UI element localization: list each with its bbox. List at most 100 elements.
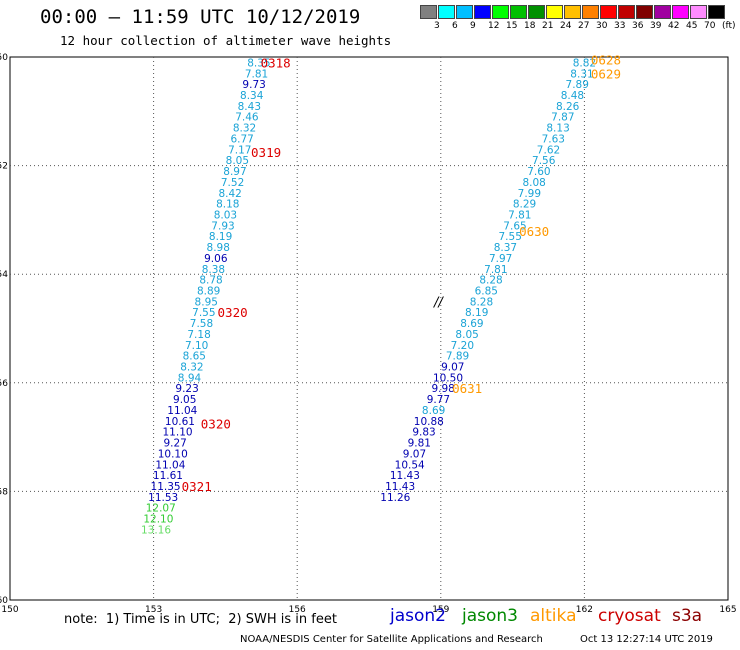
pass-time-label: 0630 bbox=[519, 224, 549, 239]
scale-label: 45 bbox=[686, 21, 698, 31]
wave-height-value: 7.93 bbox=[211, 220, 234, 232]
wave-height-value: 8.05 bbox=[226, 155, 249, 167]
y-tick-label: -54 bbox=[0, 270, 8, 280]
wave-height-value: 8.89 bbox=[197, 285, 220, 297]
wave-height-value: 10.88 bbox=[414, 416, 444, 428]
legend-s3a: s3a bbox=[672, 606, 703, 626]
wave-height-value: 7.81 bbox=[245, 68, 268, 80]
scale-swatch bbox=[582, 5, 599, 19]
wave-height-value: 8.13 bbox=[546, 123, 569, 135]
wave-height-value: 7.81 bbox=[484, 264, 507, 276]
wave-height-value: 8.28 bbox=[470, 296, 493, 308]
wave-height-value: 9.05 bbox=[173, 394, 196, 406]
scale-label: 36 bbox=[632, 21, 644, 31]
wave-height-value: 7.89 bbox=[566, 79, 589, 91]
wave-height-value: 7.87 bbox=[551, 112, 574, 124]
wave-height-value: 7.20 bbox=[451, 340, 474, 352]
wave-height-value: 13.16 bbox=[141, 524, 171, 536]
scale-swatch bbox=[528, 5, 545, 19]
wave-height-value: 12.07 bbox=[146, 503, 176, 515]
x-tick-label: 162 bbox=[576, 605, 593, 615]
scale-label: 9 bbox=[470, 21, 476, 31]
wave-height-value: 8.48 bbox=[561, 90, 584, 102]
wave-height-value: 6.77 bbox=[230, 133, 253, 145]
wave-height-value: 8.26 bbox=[556, 101, 580, 113]
wave-height-value: 8.31 bbox=[570, 68, 593, 80]
y-tick-label: -60 bbox=[0, 596, 8, 606]
wave-height-value: 7.52 bbox=[221, 177, 244, 189]
x-tick-label: 153 bbox=[145, 605, 162, 615]
wave-height-value: 8.94 bbox=[178, 372, 202, 384]
scale-swatch bbox=[420, 5, 437, 19]
wave-height-value: 8.32 bbox=[180, 362, 203, 374]
wave-height-value: 8.28 bbox=[479, 275, 502, 287]
scale-label: 30 bbox=[596, 21, 608, 31]
pass-time-label: 0321 bbox=[182, 479, 212, 494]
wave-height-value: 7.55 bbox=[192, 307, 215, 319]
scale-label: 70 bbox=[704, 21, 716, 31]
wave-height-value: 9.07 bbox=[441, 362, 464, 374]
wave-height-value: 7.10 bbox=[185, 340, 208, 352]
wave-height-value: 11.61 bbox=[153, 470, 183, 482]
scale-swatch bbox=[618, 5, 635, 19]
wave-height-value: 8.29 bbox=[513, 199, 536, 211]
wave-height-value: 7.97 bbox=[489, 253, 512, 265]
wave-height-value: 8.69 bbox=[422, 405, 445, 417]
wave-height-value: 7.62 bbox=[537, 144, 560, 156]
y-tick-label: -56 bbox=[0, 379, 8, 389]
wave-height-value: 8.97 bbox=[223, 166, 246, 178]
wave-height-value: 8.19 bbox=[465, 307, 488, 319]
x-tick-label: 150 bbox=[1, 605, 18, 615]
scale-label: 15 bbox=[506, 21, 518, 31]
wave-height-value: 7.60 bbox=[527, 166, 550, 178]
x-tick-label: 159 bbox=[432, 605, 449, 615]
wave-height-value: 7.81 bbox=[508, 209, 531, 221]
y-tick-label: -58 bbox=[0, 487, 8, 497]
wave-height-value: 7.63 bbox=[542, 133, 565, 145]
pass-time-label: 0319 bbox=[251, 145, 281, 160]
scale-label: 6 bbox=[452, 21, 458, 31]
chart-title: 00:00 – 11:59 UTC 10/12/2019 bbox=[40, 6, 361, 28]
wave-height-value: 8.37 bbox=[494, 242, 517, 254]
wave-height-value: 11.43 bbox=[385, 481, 415, 493]
scale-swatch bbox=[438, 5, 455, 19]
wave-height-value: 7.17 bbox=[228, 144, 251, 156]
wave-height-value: 7.99 bbox=[518, 188, 541, 200]
scale-label: 3 bbox=[434, 21, 440, 31]
wave-height-value: 8.34 bbox=[240, 90, 264, 102]
pass-time-label: 0629 bbox=[591, 66, 621, 81]
pass-time-label: 0320 bbox=[201, 417, 231, 432]
scale-swatch bbox=[636, 5, 653, 19]
wave-height-value: 11.10 bbox=[163, 427, 193, 439]
wave-height-value: 7.65 bbox=[503, 220, 526, 232]
wave-height-value: 10.10 bbox=[158, 448, 188, 460]
scale-label: 39 bbox=[650, 21, 662, 31]
scale-swatch bbox=[456, 5, 473, 19]
scale-swatch bbox=[564, 5, 581, 19]
scale-swatch bbox=[690, 5, 707, 19]
credit-line: NOAA/NESDIS Center for Satellite Applica… bbox=[240, 634, 543, 645]
wave-height-value: 8.78 bbox=[199, 275, 222, 287]
x-tick-label: 156 bbox=[289, 605, 306, 615]
wave-height-value: 8.03 bbox=[214, 209, 237, 221]
plot-frame bbox=[9, 56, 729, 601]
scale-swatch bbox=[546, 5, 563, 19]
wave-height-value: 8.65 bbox=[183, 351, 206, 363]
wave-height-value: 7.58 bbox=[190, 318, 213, 330]
scale-swatch bbox=[672, 5, 689, 19]
wave-height-value: 11.04 bbox=[167, 405, 197, 417]
wave-height-value: 8.32 bbox=[233, 123, 256, 135]
scale-label: 12 bbox=[488, 21, 500, 31]
wave-height-value: 9.06 bbox=[204, 253, 228, 265]
wave-height-value: 7.46 bbox=[235, 112, 259, 124]
pass-time-label: 0320 bbox=[218, 305, 248, 320]
x-tick-label: 165 bbox=[719, 605, 736, 615]
wave-height-value: 9.98 bbox=[431, 383, 454, 395]
wave-height-value: 8.98 bbox=[207, 242, 230, 254]
wave-height-value: 8.08 bbox=[522, 177, 545, 189]
wave-height-value: 10.61 bbox=[165, 416, 195, 428]
wave-height-value: 8.42 bbox=[218, 188, 241, 200]
scale-label: 42 bbox=[668, 21, 680, 31]
wave-height-value: 9.73 bbox=[242, 79, 265, 91]
wave-height-value: 11.26 bbox=[380, 492, 410, 504]
